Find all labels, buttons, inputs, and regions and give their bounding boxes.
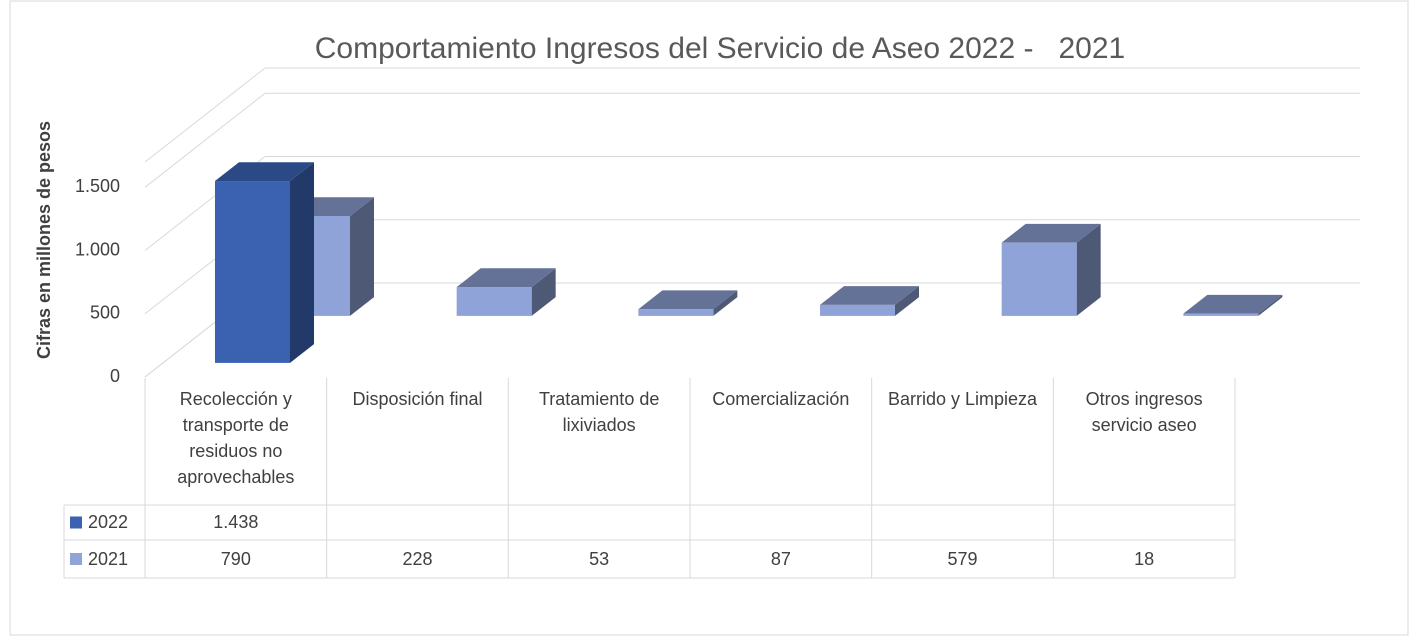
bar-top [1001,223,1101,243]
legend-swatch [70,553,82,565]
bar [820,286,919,316]
bar-side [290,162,314,363]
grid-line [144,92,266,188]
grid-line [144,67,266,163]
bar-side [1076,223,1101,316]
bar-top [1183,294,1283,314]
bar-side [1258,294,1283,316]
category-label: Recolección y transporte de residuos no … [177,389,295,487]
bar-front [1001,242,1077,316]
data-label: 790 [220,549,251,569]
data-label: 87 [770,549,791,569]
data-label: 1.438 [213,512,259,532]
bar-front [215,181,290,363]
bar [638,290,738,316]
chart-frame [9,0,1409,636]
bar-top [456,268,556,288]
data-label: 53 [589,549,610,569]
bar-side [895,286,919,316]
y-tick-label: 500 [90,303,120,323]
chart-title: Comportamiento Ingresos del Servicio de … [315,32,1125,65]
legend-label: 2021 [88,549,129,569]
bar-side [713,290,738,316]
bar-front [638,309,714,316]
y-tick-label: 1.500 [75,176,120,196]
legend-swatch [70,516,82,529]
bar-top [638,290,738,310]
bar-side [350,197,374,316]
y-axis-title: Cifras en millones de pesos [34,121,54,359]
data-label: 228 [402,549,433,569]
bar [215,162,314,363]
category-label: Comercialización [712,389,850,409]
bar-side [531,268,556,316]
y-tick-label: 0 [110,366,120,386]
data-label: 579 [947,549,978,569]
bar-top [820,286,919,305]
bar [1183,294,1283,316]
bar-front [456,287,532,316]
bar-front [1183,313,1259,316]
category-label: Disposición final [352,389,483,409]
bar-top [215,162,314,182]
y-tick-label: 1.000 [75,239,120,259]
category-label: Barrido y Limpieza [887,389,1038,409]
bar-front [820,304,895,316]
legend-label: 2022 [88,512,129,532]
category-label: Tratamiento de lixiviados [538,389,660,435]
data-label: 18 [1134,549,1155,569]
category-label: Otros ingresos servicio aseo [1085,389,1203,435]
bar [456,268,556,316]
bar [1001,223,1101,316]
